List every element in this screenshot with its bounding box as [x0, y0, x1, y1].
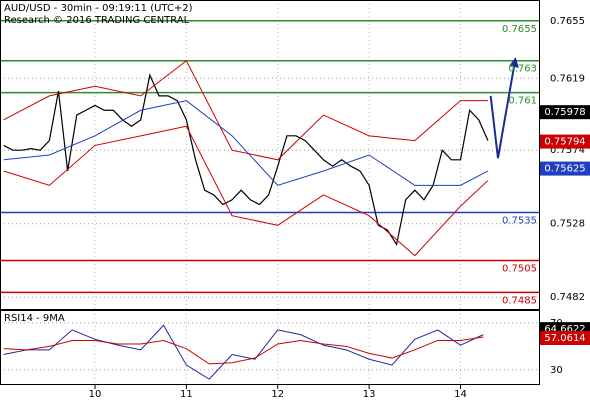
series-line: [3, 59, 488, 161]
price-marker-label: 57.0614: [544, 333, 585, 344]
price-frame: [0, 0, 540, 310]
y-tick-label: 30: [550, 365, 563, 376]
x-tick-label: 14: [454, 389, 467, 400]
y-tick-label: 0.7482: [550, 292, 585, 303]
x-tick-label: 10: [89, 389, 102, 400]
level-label: 0.7535: [502, 216, 537, 227]
series-line: [489, 57, 519, 159]
level-label: 0.763: [508, 64, 537, 75]
series-line: [3, 324, 484, 380]
x-tick-label: 11: [180, 389, 193, 400]
x-tick-label: 13: [363, 389, 376, 400]
series-line: [3, 100, 489, 186]
x-tick-label: 12: [271, 389, 284, 400]
series-line: [3, 125, 489, 257]
y-tick-label: 0.7655: [550, 16, 585, 27]
rsi-frame: [0, 310, 540, 385]
chart-subtitle: Research © 2016 TRADING CENTRAL: [4, 15, 190, 26]
chart-title: AUD/USD - 30min - 09:19:11 (UTC+2): [4, 3, 193, 14]
plot-layer: [0, 0, 540, 385]
price-marker-label: 0.75978: [544, 107, 585, 118]
price-marker: [540, 161, 590, 176]
price-marker-label: 64.6622: [544, 324, 585, 335]
y-tick-label: 0.7619: [550, 73, 585, 84]
rsi-title: RSI14 - 9MA: [4, 313, 65, 324]
price-marker-label: 0.75625: [544, 164, 585, 175]
series-line: [3, 73, 489, 247]
price-marker: [540, 134, 590, 149]
price-marker: [540, 105, 590, 120]
series-line: [3, 336, 484, 365]
level-label: 0.761: [508, 96, 537, 107]
level-label: 0.7485: [502, 295, 537, 306]
y-tick-label: 0.7574: [550, 145, 585, 156]
level-label: 0.7655: [502, 24, 537, 35]
level-label: 0.7505: [502, 263, 537, 274]
price-marker: [540, 331, 590, 346]
price-marker-label: 0.75794: [544, 137, 585, 148]
y-tick-label: 0.7528: [550, 219, 585, 230]
